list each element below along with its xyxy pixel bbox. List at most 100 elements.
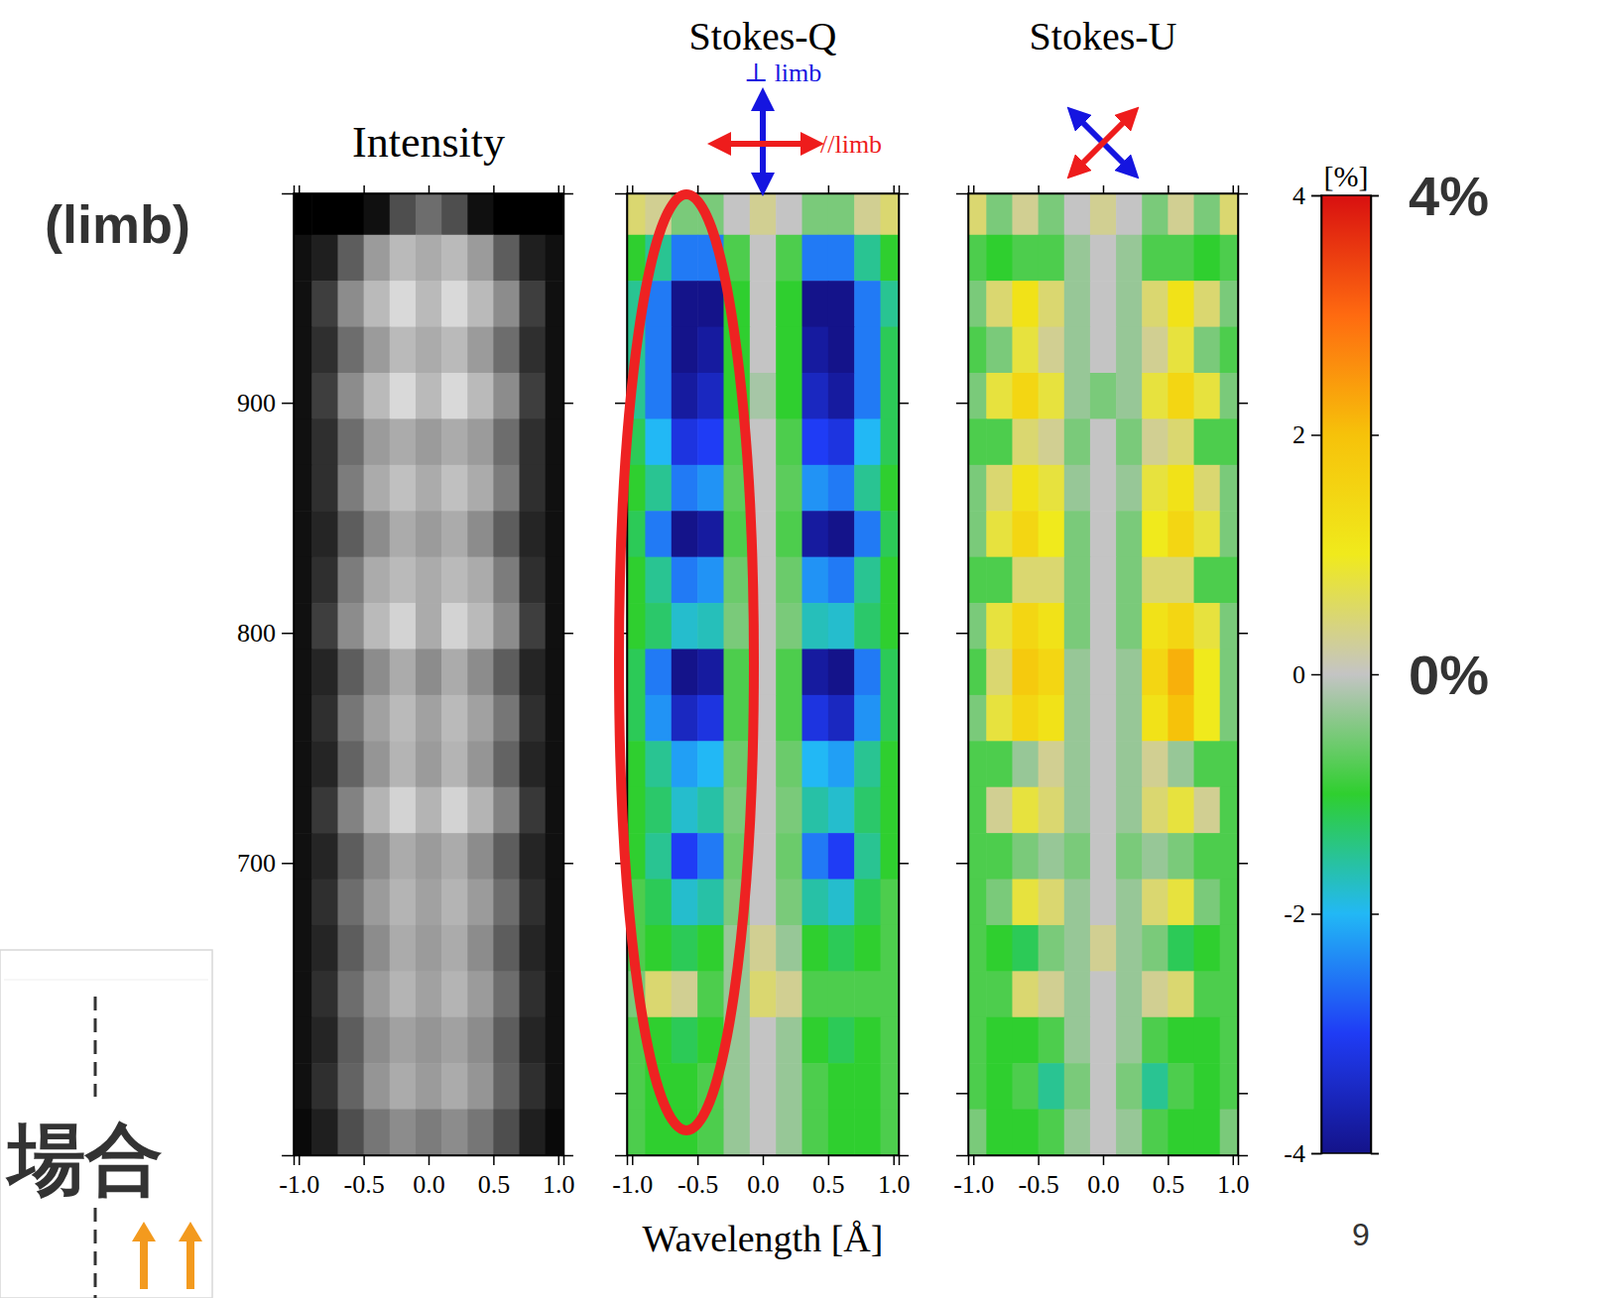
cell xyxy=(1141,971,1169,1018)
cell xyxy=(802,465,830,512)
cell xyxy=(1167,603,1195,650)
cell xyxy=(644,971,672,1018)
tick xyxy=(1370,435,1379,437)
cell xyxy=(337,235,365,282)
cell xyxy=(1141,372,1169,420)
arrow-diag xyxy=(1075,115,1131,171)
cell xyxy=(1194,603,1222,650)
tick-mark xyxy=(1103,185,1106,194)
tick: 0.0 xyxy=(746,1155,780,1200)
cell xyxy=(1115,971,1143,1018)
axis-line xyxy=(627,1156,900,1167)
cell xyxy=(389,1017,417,1065)
cell xyxy=(671,603,699,650)
cell xyxy=(492,465,520,512)
cell xyxy=(415,603,443,650)
cell xyxy=(985,833,1013,880)
cell xyxy=(545,740,564,788)
cell xyxy=(311,971,339,1018)
cell xyxy=(364,695,391,742)
cell xyxy=(1194,879,1222,927)
cell xyxy=(985,971,1013,1018)
cell xyxy=(802,833,830,880)
cell xyxy=(828,557,856,605)
cell xyxy=(1064,695,1092,742)
tick xyxy=(1370,1153,1379,1155)
cell xyxy=(626,648,646,696)
cell xyxy=(1115,557,1143,605)
cell xyxy=(1194,695,1222,742)
cell xyxy=(337,327,365,374)
cell xyxy=(1115,1109,1143,1156)
cell xyxy=(1064,648,1092,696)
cell xyxy=(364,193,391,236)
cell xyxy=(854,418,881,466)
cell xyxy=(828,1063,856,1110)
cell xyxy=(1115,193,1143,236)
tick-mark xyxy=(1237,862,1248,865)
tick: 900 xyxy=(237,388,294,418)
cell xyxy=(880,510,899,558)
cell xyxy=(697,833,725,880)
cell xyxy=(880,235,899,282)
cell xyxy=(968,879,987,927)
cell xyxy=(828,1109,856,1156)
panel-title: Stokes-U xyxy=(1029,13,1178,59)
cell xyxy=(1194,1063,1222,1110)
cell xyxy=(441,648,469,696)
cell xyxy=(644,879,672,927)
cell xyxy=(311,327,339,374)
cell xyxy=(749,418,777,466)
tick-label: 800 xyxy=(237,618,276,648)
colorbar-title: [%] xyxy=(1324,159,1369,193)
cell xyxy=(1038,695,1066,742)
cell xyxy=(545,879,564,927)
cell xyxy=(828,465,856,512)
cell xyxy=(854,1063,881,1110)
cell xyxy=(697,971,725,1018)
tick: -2 xyxy=(1283,899,1322,929)
cell xyxy=(697,280,725,328)
cell xyxy=(293,1063,313,1110)
cell xyxy=(389,418,417,466)
cell xyxy=(293,510,313,558)
cell xyxy=(415,235,443,282)
tick-mark xyxy=(1037,185,1040,194)
cell xyxy=(1038,465,1066,512)
cell xyxy=(467,1063,494,1110)
cell xyxy=(415,648,443,696)
cell xyxy=(1011,372,1039,420)
arrow-para xyxy=(719,140,813,147)
cell xyxy=(802,787,830,835)
cell xyxy=(492,879,520,927)
cell xyxy=(467,787,494,835)
cell xyxy=(968,1109,987,1156)
cell xyxy=(1194,971,1222,1018)
cell xyxy=(1011,1109,1039,1156)
tick: -1.0 xyxy=(278,1155,320,1200)
cell xyxy=(1115,280,1143,328)
tick-mark xyxy=(956,862,969,865)
cell xyxy=(1011,787,1039,835)
cell xyxy=(389,1109,417,1156)
cell xyxy=(828,418,856,466)
cell xyxy=(1194,833,1222,880)
cell xyxy=(697,648,725,696)
cell xyxy=(1011,648,1039,696)
cell xyxy=(337,1109,365,1156)
cell xyxy=(1167,787,1195,835)
cell xyxy=(519,418,547,466)
tick: 0.0 xyxy=(412,1155,446,1200)
cell xyxy=(775,603,803,650)
cell xyxy=(671,925,699,973)
cell xyxy=(1194,418,1222,466)
cell xyxy=(644,327,672,374)
cell xyxy=(1194,925,1222,973)
cell xyxy=(775,372,803,420)
cell xyxy=(697,327,725,374)
cell xyxy=(519,557,547,605)
cell xyxy=(968,193,987,236)
cell xyxy=(364,372,391,420)
cell xyxy=(749,193,777,236)
cell xyxy=(880,193,899,236)
